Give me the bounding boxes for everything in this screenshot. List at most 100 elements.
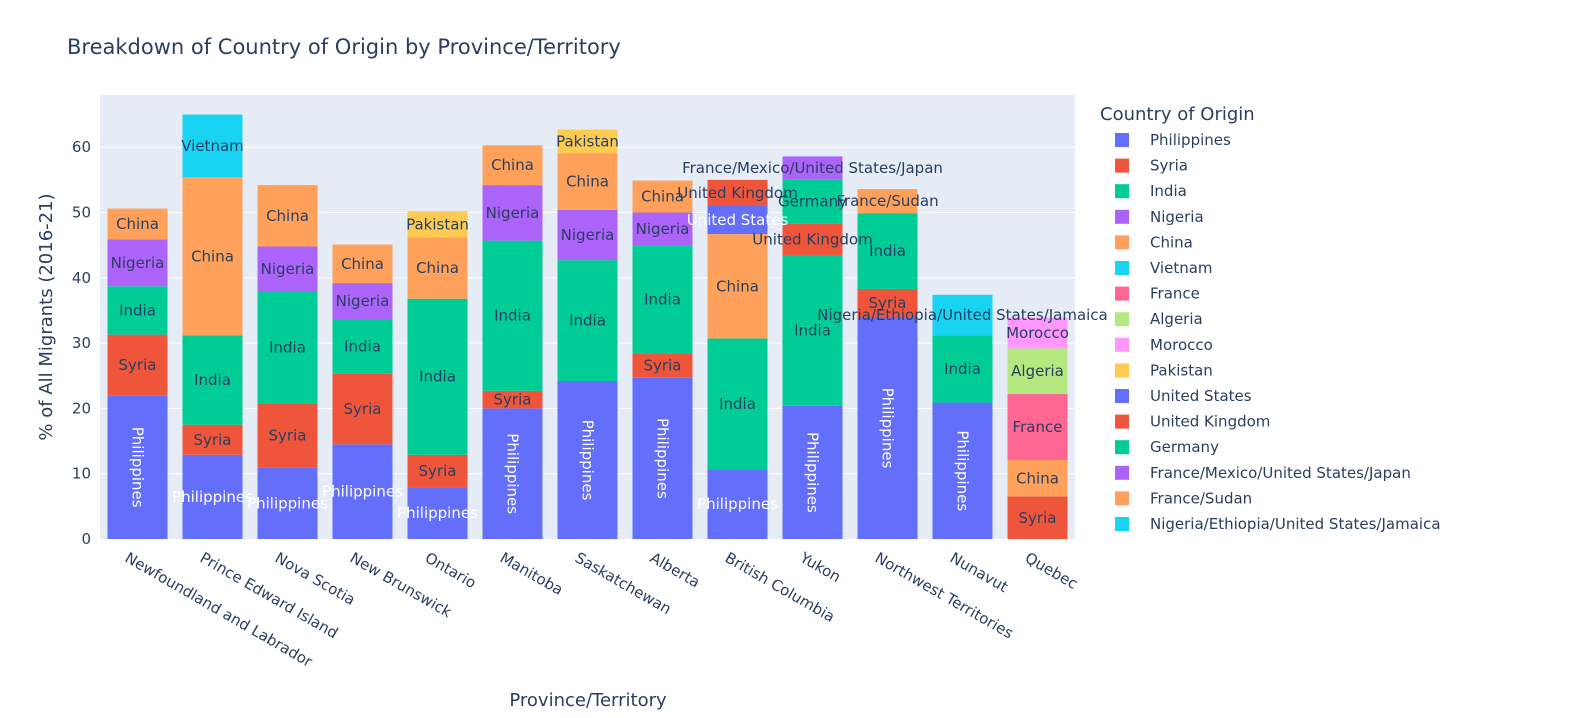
legend-item-philippines[interactable]: Philippines bbox=[1115, 131, 1231, 149]
bar-segment-china[interactable] bbox=[557, 153, 618, 210]
legend-swatch bbox=[1115, 261, 1129, 275]
legend-item-morocco[interactable]: Morocco bbox=[1115, 336, 1213, 354]
bar-segment-france[interactable] bbox=[1007, 394, 1068, 460]
segment-label-syria: Syria bbox=[1019, 509, 1057, 527]
bar-segment-philippines[interactable] bbox=[857, 317, 918, 539]
segment-label-china: China bbox=[491, 156, 534, 174]
legend-item-france[interactable]: France bbox=[1115, 285, 1200, 303]
legend-item-pakistan[interactable]: Pakistan bbox=[1115, 361, 1213, 379]
bar-segment-united-kingdom[interactable] bbox=[782, 223, 843, 255]
bar-segment-vietnam[interactable] bbox=[182, 114, 243, 178]
segment-label-syria: Syria bbox=[494, 391, 532, 409]
bar-segment-china[interactable] bbox=[707, 234, 768, 339]
bar-segment-morocco[interactable] bbox=[1007, 317, 1068, 349]
segment-label-pakistan: Pakistan bbox=[406, 215, 469, 233]
bar-segment-india[interactable] bbox=[557, 260, 618, 381]
bar-segment-nigeria[interactable] bbox=[632, 212, 693, 246]
bar-segment-nigeria[interactable] bbox=[557, 209, 618, 261]
legend-item-united-kingdom[interactable]: United Kingdom bbox=[1115, 413, 1270, 431]
bar-segment-philippines[interactable] bbox=[182, 454, 243, 539]
bar-segment-china[interactable] bbox=[407, 237, 468, 299]
legend-item-vietnam[interactable]: Vietnam bbox=[1115, 259, 1213, 277]
x-tick-label: Manitoba bbox=[497, 549, 566, 599]
legend-item-france-sudan[interactable]: France/Sudan bbox=[1115, 489, 1252, 507]
bar-segment-philippines[interactable] bbox=[332, 444, 393, 539]
segment-label-algeria: Algeria bbox=[1011, 362, 1064, 380]
bar-segment-india[interactable] bbox=[257, 291, 318, 404]
bar-segment-philippines[interactable] bbox=[707, 469, 768, 539]
bar-segment-china[interactable] bbox=[1007, 459, 1068, 497]
segment-label-nigeria: Nigeria bbox=[636, 220, 690, 238]
bar-segment-india[interactable] bbox=[407, 298, 468, 455]
bar-segment-united-kingdom[interactable] bbox=[707, 179, 768, 206]
legend-item-nigeria-ethiopia-united-states-jamaica[interactable]: Nigeria/Ethiopia/United States/Jamaica bbox=[1115, 515, 1441, 533]
legend-swatch bbox=[1115, 491, 1129, 506]
bar-segment-algeria[interactable] bbox=[1007, 348, 1068, 395]
bar-segment-china[interactable] bbox=[632, 180, 693, 213]
bar-segment-nigeria[interactable] bbox=[482, 185, 543, 241]
bar-segment-india[interactable] bbox=[332, 318, 393, 374]
segment-labels: Philippines Syria India Nigeria China Philipp… bbox=[111, 132, 1108, 526]
bar-segment-nigeria-ethiopia-united-states-jamaica[interactable] bbox=[932, 294, 993, 336]
bar-segment-china[interactable] bbox=[482, 145, 543, 186]
segment-label-china: China bbox=[116, 215, 159, 233]
legend-item-united-states[interactable]: United States bbox=[1115, 387, 1252, 405]
bar-segment-india[interactable] bbox=[632, 245, 693, 354]
bar-segment-syria[interactable] bbox=[1007, 496, 1068, 539]
bar-segment-syria[interactable] bbox=[407, 454, 468, 488]
bar-segment-pakistan[interactable] bbox=[407, 211, 468, 238]
x-tick-label: Quebec bbox=[1022, 549, 1081, 593]
bar-segment-philippines[interactable] bbox=[257, 467, 318, 539]
legend-item-nigeria[interactable]: Nigeria bbox=[1115, 208, 1204, 226]
bar-segment-syria[interactable] bbox=[107, 334, 168, 396]
bar-segment-india[interactable] bbox=[857, 213, 918, 289]
bar-segment-india[interactable] bbox=[782, 254, 843, 406]
bar-segment-syria[interactable] bbox=[857, 288, 918, 317]
bar-segment-china[interactable] bbox=[332, 244, 393, 284]
segment-label-nigeria: Nigeria bbox=[336, 292, 390, 310]
segment-label-nigeria: Nigeria bbox=[561, 226, 615, 244]
segment-label-philippines: Philippines bbox=[504, 433, 522, 514]
bar-segment-syria[interactable] bbox=[182, 424, 243, 455]
legend-item-china[interactable]: China bbox=[1115, 233, 1193, 251]
bar-segment-syria[interactable] bbox=[257, 403, 318, 468]
bar-segment-india[interactable] bbox=[932, 335, 993, 403]
bar-segment-philippines[interactable] bbox=[107, 395, 168, 539]
bar-segment-united-states[interactable] bbox=[707, 206, 768, 235]
bar-segment-syria[interactable] bbox=[482, 390, 543, 409]
bar-segment-china[interactable] bbox=[107, 208, 168, 240]
bar-segment-germany[interactable] bbox=[782, 179, 843, 224]
bar-segment-france-sudan[interactable] bbox=[857, 189, 918, 214]
bar-segment-india[interactable] bbox=[482, 240, 543, 391]
legend-item-france-mexico-united-states-japan[interactable]: France/Mexico/United States/Japan bbox=[1115, 464, 1411, 482]
legend[interactable]: Country of Origin Philippines Syria India N… bbox=[1100, 104, 1441, 533]
bar-segment-syria[interactable] bbox=[332, 373, 393, 445]
bar-segment-france-mexico-united-states-japan[interactable] bbox=[782, 156, 843, 180]
bar-segment-philippines[interactable] bbox=[557, 380, 618, 539]
bar-segment-philippines[interactable] bbox=[407, 487, 468, 539]
bar-segment-india[interactable] bbox=[182, 335, 243, 425]
bar-segment-china[interactable] bbox=[182, 177, 243, 336]
segment-label-united-kingdom: United Kingdom bbox=[677, 184, 797, 202]
segment-label-india: India bbox=[719, 395, 756, 413]
bar-segment-philippines[interactable] bbox=[932, 402, 993, 539]
legend-label: India bbox=[1150, 182, 1187, 200]
legend-item-algeria[interactable]: Algeria bbox=[1115, 310, 1203, 328]
bar-segment-nigeria[interactable] bbox=[332, 283, 393, 319]
bar-segment-india[interactable] bbox=[107, 286, 168, 335]
bar-segment-nigeria[interactable] bbox=[257, 246, 318, 292]
bar-segment-philippines[interactable] bbox=[782, 405, 843, 539]
legend-label: China bbox=[1150, 233, 1193, 251]
bar-segment-pakistan[interactable] bbox=[557, 129, 618, 154]
bar-segment-nigeria[interactable] bbox=[107, 239, 168, 287]
legend-item-india[interactable]: India bbox=[1115, 182, 1187, 200]
legend-item-germany[interactable]: Germany bbox=[1115, 438, 1219, 456]
bar-segment-india[interactable] bbox=[707, 338, 768, 470]
legend-swatch bbox=[1115, 184, 1129, 199]
bar-segment-syria[interactable] bbox=[632, 353, 693, 378]
legend-item-syria[interactable]: Syria bbox=[1115, 157, 1188, 175]
segment-label-china: China bbox=[641, 188, 684, 206]
bar-segment-philippines[interactable] bbox=[632, 377, 693, 539]
bar-segment-philippines[interactable] bbox=[482, 408, 543, 539]
bar-segment-china[interactable] bbox=[257, 185, 318, 247]
